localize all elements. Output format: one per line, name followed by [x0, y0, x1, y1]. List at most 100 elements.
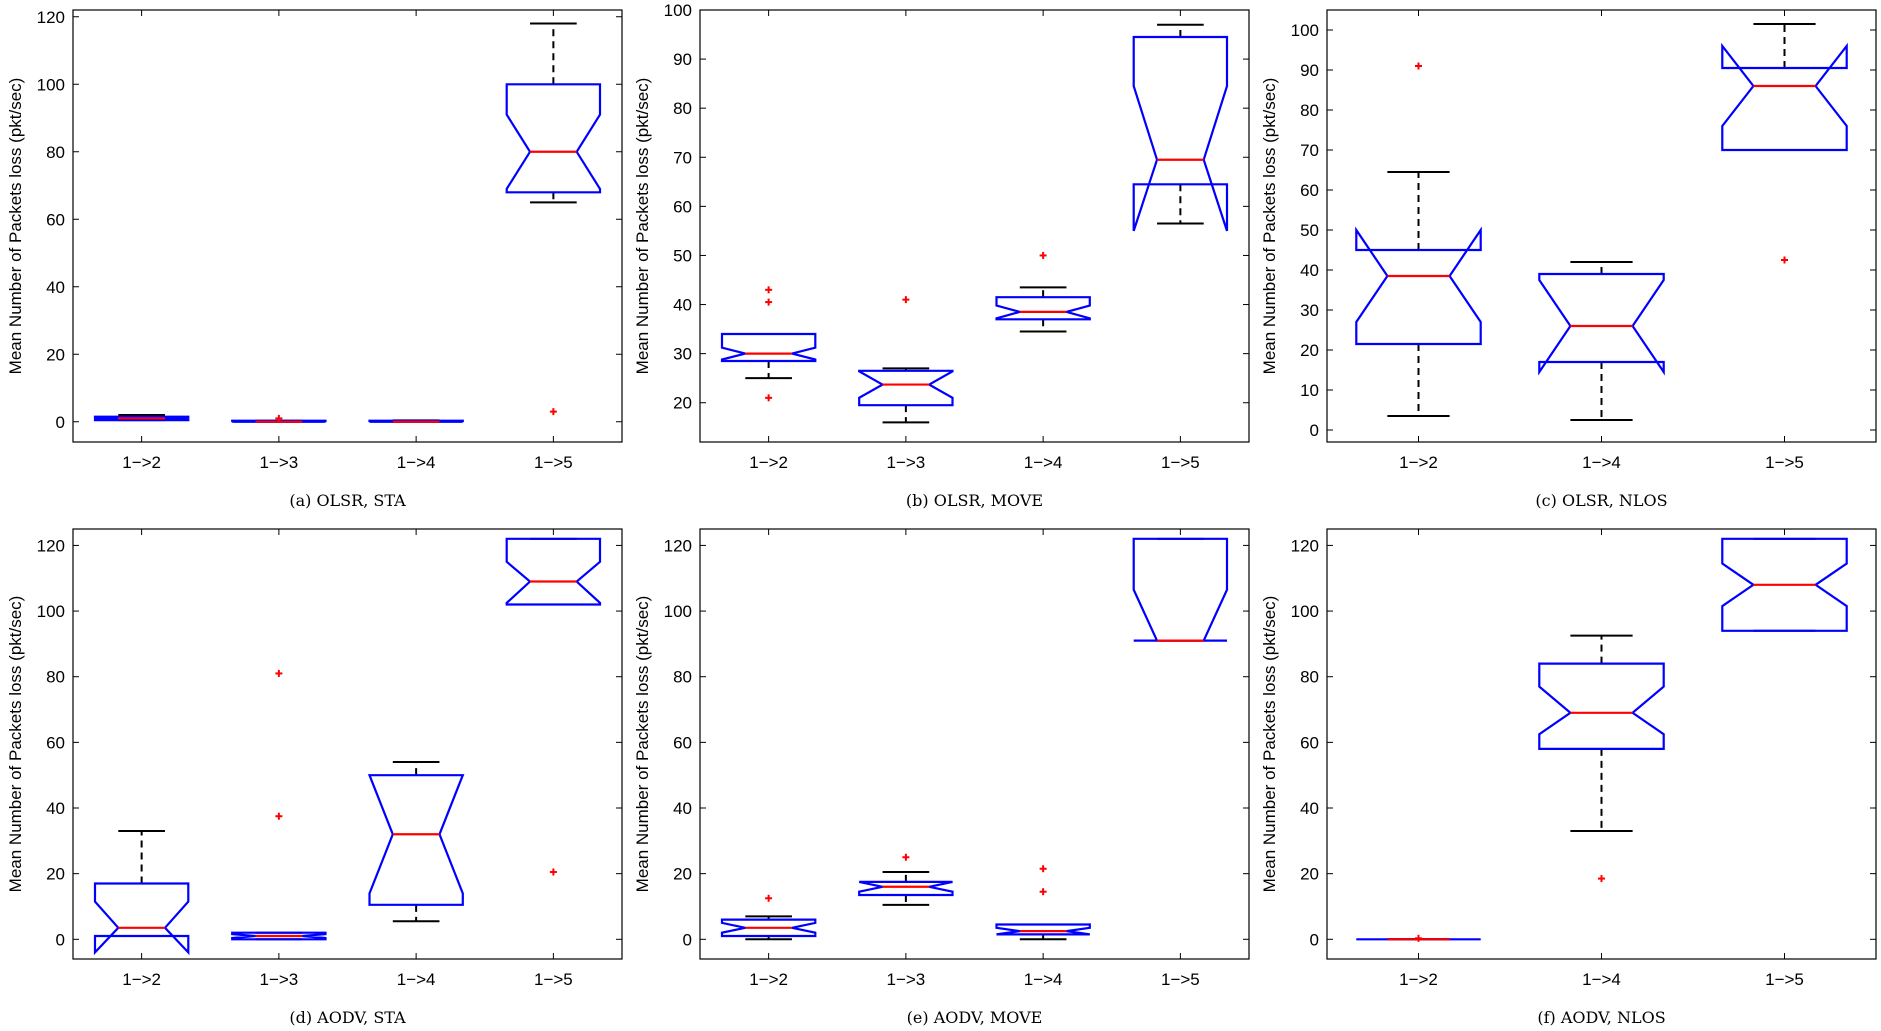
outlier-marker — [275, 812, 283, 820]
plot-frame — [699, 528, 1250, 960]
box-4 — [505, 537, 602, 876]
y-axis-label: Mean Number of Packets loss (pkt/sec) — [6, 596, 25, 893]
x-tick-label: 1−>2 — [1399, 970, 1438, 989]
x-tick-label: 1−>4 — [1024, 453, 1063, 472]
y-tick-label: 30 — [673, 345, 692, 364]
y-tick-label: 40 — [46, 799, 65, 818]
panel-caption: (d) AODV, STA — [289, 1008, 406, 1027]
y-tick-label: 100 — [664, 1, 692, 20]
notched-box — [1132, 537, 1229, 642]
box-1 — [93, 829, 190, 956]
y-tick-label: 80 — [1300, 101, 1319, 120]
box-3 — [995, 251, 1091, 333]
chart-panel-4: 0 20 40 60 80 100 120 1−>2 1−>3 1−>4 1−>5 Mean Numb… — [6, 528, 623, 1027]
y-tick-label: 40 — [673, 799, 692, 818]
box-2 — [1538, 634, 1665, 883]
y-tick-label: 90 — [673, 50, 692, 69]
notched-box — [368, 419, 464, 423]
x-tick-label: 1−>2 — [1399, 453, 1438, 472]
box-4 — [1132, 23, 1229, 232]
outlier-marker — [275, 414, 283, 422]
notched-box — [1538, 662, 1665, 751]
notched-box — [231, 419, 327, 423]
notched-box — [231, 931, 327, 941]
y-axis-label: Mean Number of Packets loss (pkt/sec) — [633, 78, 652, 375]
y-tick-label: 20 — [1300, 341, 1319, 360]
y-tick-label: 60 — [673, 733, 692, 752]
notched-box — [93, 882, 190, 956]
panel-caption: (e) AODV, MOVE — [907, 1008, 1043, 1027]
y-tick-label: 40 — [1300, 261, 1319, 280]
notched-box — [858, 369, 954, 407]
x-tick-label: 1−>4 — [397, 970, 436, 989]
y-tick-label: 120 — [1291, 536, 1319, 555]
x-tick-label: 1−>5 — [534, 453, 573, 472]
chart-panel-5: 0 20 40 60 80 100 120 1−>2 1−>3 1−>4 1−>5 Mean Numb… — [633, 528, 1250, 1027]
y-tick-label: 100 — [37, 602, 65, 621]
notched-box — [367, 774, 465, 906]
notched-box — [995, 296, 1091, 321]
y-tick-label: 0 — [1310, 930, 1319, 949]
outlier-marker — [275, 669, 283, 677]
notched-box — [1721, 42, 1848, 152]
outlier-marker — [1039, 888, 1047, 896]
x-tick-label: 1−>3 — [886, 970, 925, 989]
notched-box — [505, 83, 602, 194]
outlier-marker — [765, 394, 773, 402]
y-tick-label: 60 — [1300, 733, 1319, 752]
plot-frame — [72, 528, 623, 960]
chart-panel-3: 0 10 20 30 40 50 60 70 80 90 100 1−>2 1−>4 1−>5 Mean N… — [1260, 9, 1877, 510]
y-tick-label: 40 — [673, 296, 692, 315]
x-tick-label: 1−>5 — [1765, 453, 1804, 472]
panel-caption: (c) OLSR, NLOS — [1535, 491, 1667, 510]
y-tick-label: 20 — [46, 345, 65, 364]
y-tick-label: 40 — [1300, 799, 1319, 818]
box-3 — [368, 419, 464, 423]
y-tick-label: 0 — [1310, 421, 1319, 440]
x-tick-label: 1−>5 — [534, 970, 573, 989]
y-tick-label: 60 — [46, 733, 65, 752]
y-tick-label: 20 — [673, 865, 692, 884]
y-axis-label: Mean Number of Packets loss (pkt/sec) — [1260, 78, 1279, 375]
box-2 — [858, 853, 954, 906]
box-3 — [995, 865, 1091, 941]
box-1 — [93, 414, 190, 422]
plot-frame — [1326, 528, 1877, 960]
y-tick-label: 20 — [673, 394, 692, 413]
outlier-marker — [902, 853, 910, 861]
outlier-marker — [1598, 875, 1605, 883]
y-tick-label: 0 — [683, 930, 692, 949]
x-tick-label: 1−>2 — [749, 970, 788, 989]
box-2 — [1538, 261, 1665, 421]
y-tick-label: 20 — [46, 865, 65, 884]
y-axis-label: Mean Number of Packets loss (pkt/sec) — [1260, 596, 1279, 893]
x-tick-label: 1−>5 — [1765, 970, 1804, 989]
y-tick-label: 100 — [37, 75, 65, 94]
notched-box — [1355, 226, 1482, 346]
y-tick-label: 100 — [664, 602, 692, 621]
box-4 — [1132, 537, 1229, 642]
outlier-marker — [765, 286, 773, 294]
y-tick-label: 60 — [1300, 181, 1319, 200]
outlier-marker — [549, 408, 557, 416]
box-1 — [1356, 934, 1481, 942]
y-tick-label: 40 — [46, 278, 65, 297]
notched-box — [1132, 35, 1229, 232]
outlier-marker — [1039, 865, 1047, 873]
x-tick-label: 1−>5 — [1161, 453, 1200, 472]
y-axis-label: Mean Number of Packets loss (pkt/sec) — [633, 596, 652, 893]
box-3 — [1721, 23, 1848, 264]
y-tick-label: 120 — [37, 8, 65, 27]
outlier-marker — [765, 894, 773, 902]
y-axis-label: Mean Number of Packets loss (pkt/sec) — [6, 78, 25, 375]
x-tick-label: 1−>4 — [1582, 970, 1621, 989]
chart-panel-2: 20 30 40 50 60 70 80 90 100 1−>2 1−>3 1−>4 1−>5 Mean … — [633, 1, 1250, 510]
x-tick-label: 1−>5 — [1161, 970, 1200, 989]
outlier-marker — [1415, 62, 1422, 70]
box-2 — [231, 414, 327, 423]
y-tick-label: 0 — [56, 930, 65, 949]
y-tick-label: 80 — [1300, 668, 1319, 687]
y-tick-label: 70 — [1300, 141, 1319, 160]
y-tick-label: 60 — [46, 210, 65, 229]
